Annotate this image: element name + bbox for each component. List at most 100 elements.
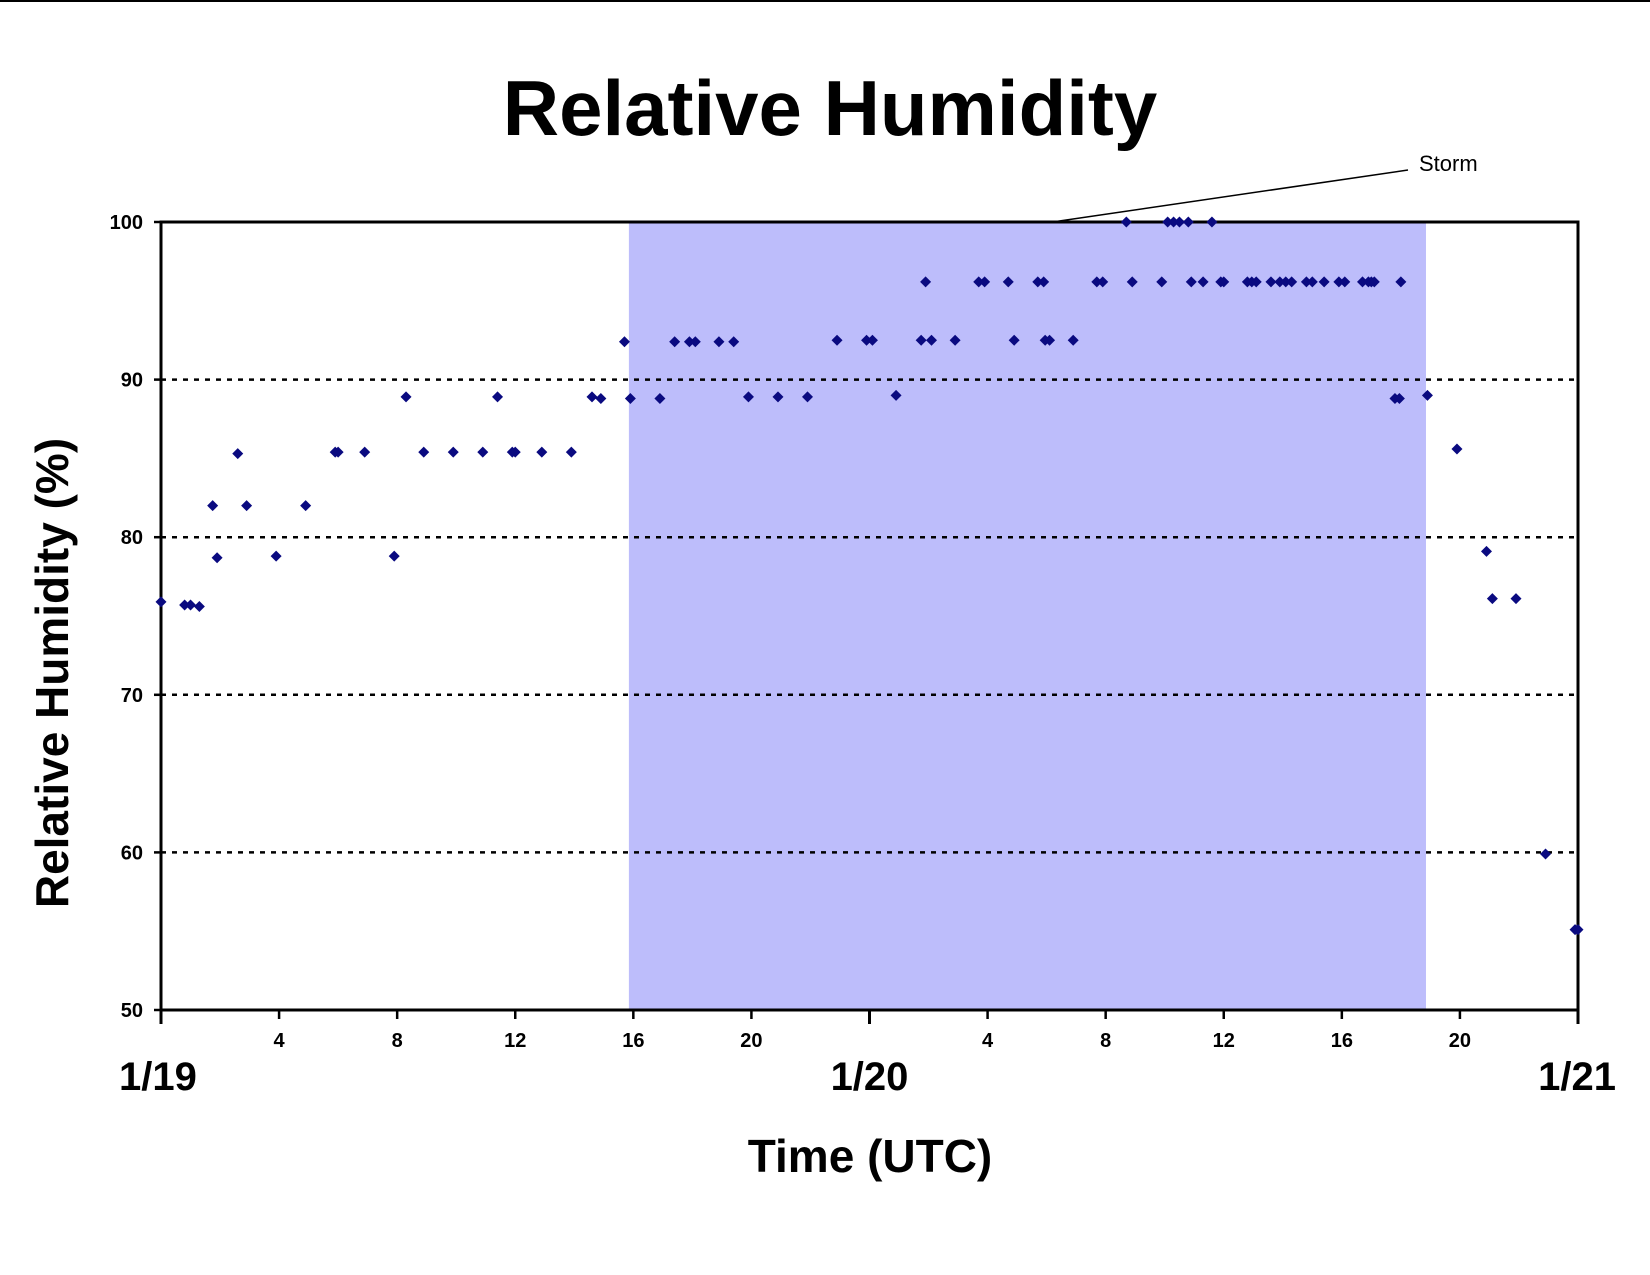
- data-point: [866, 334, 878, 346]
- data-point: [1218, 276, 1230, 288]
- data-point: [1540, 848, 1552, 860]
- data-point: [1002, 276, 1014, 288]
- data-point: [713, 336, 725, 348]
- data-point: [1250, 276, 1262, 288]
- data-point: [1032, 276, 1044, 288]
- data-point: [595, 393, 607, 405]
- data-point: [211, 552, 223, 564]
- data-point: [1306, 276, 1318, 288]
- data-point: [1274, 276, 1286, 288]
- data-point: [400, 391, 412, 403]
- data-point: [185, 599, 197, 611]
- storm-annotation-label: Storm: [1419, 151, 1478, 176]
- data-point: [1168, 216, 1180, 228]
- data-point: [1097, 276, 1109, 288]
- data-point: [1067, 334, 1079, 346]
- data-point: [1368, 276, 1380, 288]
- day-label-2: 1/21: [1538, 1055, 1616, 1099]
- data-point: [925, 334, 937, 346]
- data-point: [1510, 593, 1522, 605]
- data-point: [1480, 545, 1492, 557]
- data-point: [1185, 276, 1197, 288]
- data-point: [447, 446, 459, 458]
- data-point: [1206, 216, 1218, 228]
- data-point: [1038, 276, 1050, 288]
- data-point: [979, 276, 991, 288]
- data-point: [1126, 276, 1138, 288]
- x-tick-label-9: 20: [1449, 1030, 1471, 1052]
- data-point: [232, 448, 244, 460]
- data-point: [1393, 393, 1405, 405]
- data-point: [1197, 276, 1209, 288]
- data-point: [155, 596, 167, 608]
- data-point: [193, 601, 205, 613]
- data-point: [388, 550, 400, 562]
- y-tick-label-70: 70: [121, 685, 143, 707]
- data-point: [536, 446, 548, 458]
- data-point: [1333, 276, 1345, 288]
- data-point: [618, 336, 630, 348]
- x-tick-label-4: 20: [740, 1030, 762, 1052]
- data-point: [973, 276, 985, 288]
- x-tick-label-7: 12: [1213, 1030, 1235, 1052]
- data-point: [1421, 389, 1433, 401]
- storm-annotation-line: [1052, 169, 1409, 223]
- data-point: [1120, 216, 1132, 228]
- data-point: [586, 391, 598, 403]
- data-point: [565, 446, 577, 458]
- data-point: [890, 389, 902, 401]
- x-tick-label-6: 8: [1100, 1030, 1111, 1052]
- data-point: [831, 334, 843, 346]
- data-point: [1280, 276, 1292, 288]
- x-tick-label-8: 16: [1331, 1030, 1353, 1052]
- data-point: [1156, 276, 1168, 288]
- y-tick-label-80: 80: [121, 527, 143, 549]
- data-point: [669, 336, 681, 348]
- data-point: [1395, 276, 1407, 288]
- data-point: [949, 334, 961, 346]
- x-tick-label-5: 4: [982, 1030, 994, 1052]
- data-point: [241, 500, 253, 512]
- x-tick-label-0: 4: [274, 1030, 286, 1052]
- data-point: [915, 334, 927, 346]
- data-point: [477, 446, 489, 458]
- x-axis-title: Time (UTC): [748, 1130, 993, 1182]
- data-point: [1318, 276, 1330, 288]
- data-point: [1044, 334, 1056, 346]
- y-axis-title: Relative Humidity (%): [26, 438, 78, 908]
- x-axis-ticks: 4 8 12 16 20 4 8 12 16 20 1/19 1/20 1/21: [119, 1010, 1616, 1099]
- data-points: [155, 216, 1584, 936]
- data-point: [492, 391, 504, 403]
- data-point: [332, 446, 344, 458]
- y-tick-label-60: 60: [121, 842, 143, 864]
- data-point: [1162, 216, 1174, 228]
- data-point: [683, 336, 695, 348]
- x-tick-label-1: 8: [392, 1030, 403, 1052]
- data-point: [179, 599, 191, 611]
- data-point: [1486, 593, 1498, 605]
- storm-shaded-region: [628, 222, 1426, 1010]
- day-label-1: 1/20: [831, 1055, 909, 1099]
- y-tick-label-50: 50: [121, 1000, 143, 1022]
- data-point: [772, 391, 784, 403]
- x-tick-label-3: 16: [622, 1030, 644, 1052]
- data-point: [207, 500, 219, 512]
- data-point: [509, 446, 521, 458]
- data-point: [1173, 216, 1185, 228]
- y-tick-label-90: 90: [121, 370, 143, 392]
- gridlines: [161, 378, 1578, 854]
- data-point: [802, 391, 814, 403]
- data-point: [728, 336, 740, 348]
- data-point: [1286, 276, 1298, 288]
- data-point: [1091, 276, 1103, 288]
- data-point: [742, 391, 754, 403]
- y-tick-label-100: 100: [110, 212, 143, 234]
- data-point: [920, 276, 932, 288]
- data-point: [1182, 216, 1194, 228]
- data-point: [1572, 924, 1584, 936]
- data-point: [1265, 276, 1277, 288]
- data-point: [1339, 276, 1351, 288]
- data-point: [418, 446, 430, 458]
- data-point: [300, 500, 312, 512]
